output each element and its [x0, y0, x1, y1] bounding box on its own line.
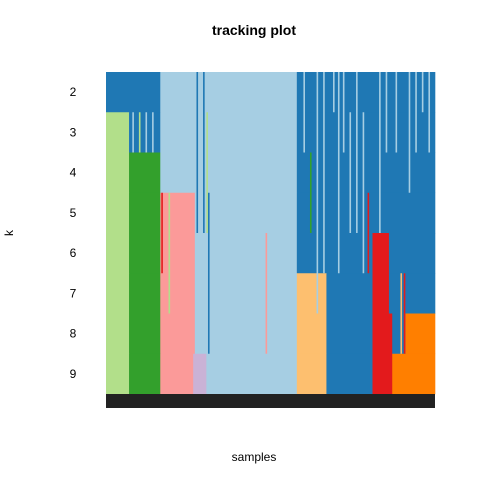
- y-tick-label-k8: 8: [70, 327, 77, 341]
- heatmap-streak-11: [303, 72, 305, 153]
- heatmap-cell-k5-0: [106, 192, 130, 234]
- heatmap-cell-k5-3: [194, 192, 298, 234]
- heatmap-cell-k4-0: [106, 152, 130, 194]
- heatmap-cell-k7-1: [129, 273, 161, 314]
- heatmap-streak-24: [395, 72, 398, 153]
- heatmap-streak-4: [196, 72, 199, 233]
- heatmap-cell-k3-2: [160, 112, 298, 153]
- heatmap-cell-k8-4: [296, 313, 327, 355]
- heatmap-cell-k5-4: [296, 192, 436, 234]
- heatmap-cell-k7-4: [296, 273, 327, 314]
- heatmap-streak-15: [333, 72, 335, 113]
- heatmap-streak-1: [138, 112, 141, 153]
- heatmap-streak-5: [203, 72, 205, 233]
- heatmap-streak-20: [362, 112, 365, 274]
- y-axis-label: k: [2, 229, 16, 236]
- heatmap-cell-k6-0: [106, 233, 130, 274]
- heatmap-cell-k9-7: [372, 353, 393, 395]
- heatmap-streak-28: [415, 72, 417, 153]
- heatmap-cell-k4-2: [160, 152, 298, 194]
- heatmap-cell-k9-2: [160, 353, 194, 395]
- heatmap-cell-k9-0: [106, 353, 130, 395]
- heatmap-streak-19: [356, 72, 358, 233]
- heatmap-cell-k6-4: [296, 233, 373, 274]
- heatmap-cell-k7-0: [106, 273, 130, 314]
- heatmap-streak-16: [337, 72, 340, 274]
- heatmap-cell-k8-5: [326, 313, 373, 355]
- heatmap-streak-27: [408, 72, 411, 193]
- heatmap-cell-k6-6: [388, 233, 436, 274]
- heatmap-streak-25: [400, 273, 403, 354]
- y-tick-label-k4: 4: [70, 166, 77, 180]
- heatmap-streak-0: [132, 112, 134, 153]
- heatmap-streak-13: [316, 72, 319, 314]
- heatmap-cell-k2-0: [106, 72, 161, 113]
- heatmap-streak-21: [367, 192, 370, 274]
- heatmap-streak-2: [145, 112, 148, 153]
- heatmap-cell-k7-6: [372, 273, 390, 314]
- heatmap-cell-k9-1: [129, 353, 161, 395]
- heatmap-cell-k9-5: [296, 353, 327, 395]
- heatmap-cell-k7-3: [194, 273, 298, 314]
- heatmap-streak-23: [385, 72, 388, 153]
- heatmap-cell-k5-1: [129, 192, 161, 234]
- heatmap-cell-k9-6: [326, 353, 373, 395]
- heatmap-cell-k6-3: [194, 233, 298, 274]
- heatmap-streak-17: [342, 72, 345, 153]
- heatmap-area: [106, 72, 436, 408]
- heatmap-cell-k6-5: [372, 233, 390, 274]
- heatmap-cell-k7-2: [160, 273, 196, 314]
- heatmap-cell-k8-3: [194, 313, 298, 355]
- heatmap-cell-k9-3: [193, 353, 207, 395]
- heatmap-streak-10: [265, 233, 268, 354]
- heatmap-cell-k3-3: [296, 112, 436, 153]
- heatmap-streak-12: [309, 152, 312, 233]
- heatmap-cell-k4-1: [129, 152, 161, 194]
- heatmap-cell-k9-4: [206, 353, 298, 395]
- heatmap-cell-k7-5: [326, 273, 373, 314]
- y-tick-label-k3: 3: [70, 125, 77, 139]
- heatmap-cell-k7-7: [388, 273, 436, 314]
- heatmap-streak-14: [323, 72, 325, 274]
- heatmap-cell-k2-2: [296, 72, 436, 113]
- heatmap-streak-29: [421, 72, 424, 113]
- heatmap-cell-k8-1: [129, 313, 161, 355]
- y-tick-label-k5: 5: [70, 206, 77, 220]
- y-tick-labels: 2 3 4 5 6 7 8 9: [70, 85, 77, 381]
- heatmap-cell-k6-1: [129, 233, 161, 274]
- x-axis-label: samples: [232, 450, 277, 464]
- heatmap-cell-k6-2: [160, 233, 196, 274]
- heatmap-streak-22: [379, 72, 381, 233]
- heatmap-cell-k9-8: [392, 353, 436, 395]
- heatmap-cell-k3-0: [106, 112, 130, 153]
- heatmap-streak-6: [206, 112, 208, 233]
- heatmap-cell-k8-6: [372, 313, 393, 355]
- heatmap-streak-8: [168, 192, 171, 314]
- sample-annotation-bar: [106, 394, 435, 408]
- heatmap-streak-18: [349, 112, 352, 233]
- heatmap-cell-k3-1: [129, 112, 161, 153]
- heatmap-cell-k8-2: [160, 313, 196, 355]
- heatmap-streak-30: [428, 72, 431, 153]
- heatmap-cell-k8-8: [405, 313, 436, 355]
- y-tick-label-k9: 9: [70, 367, 77, 381]
- heatmap-cell-k4-3: [296, 152, 436, 194]
- y-tick-label-k7: 7: [70, 286, 77, 300]
- heatmap-cell-k8-0: [106, 313, 130, 355]
- heatmap-cell-k8-7: [392, 313, 406, 355]
- y-tick-label-k2: 2: [70, 85, 77, 99]
- y-tick-label-k6: 6: [70, 246, 77, 260]
- chart-title: tracking plot: [212, 22, 296, 38]
- heatmap-streak-9: [161, 192, 163, 274]
- heatmap-cell-k2-1: [160, 72, 298, 113]
- heatmap-streak-7: [207, 192, 210, 354]
- heatmap-cell-k5-2: [160, 192, 196, 234]
- heatmap-streak-3: [152, 112, 154, 153]
- heatmap-streak-26: [403, 273, 406, 354]
